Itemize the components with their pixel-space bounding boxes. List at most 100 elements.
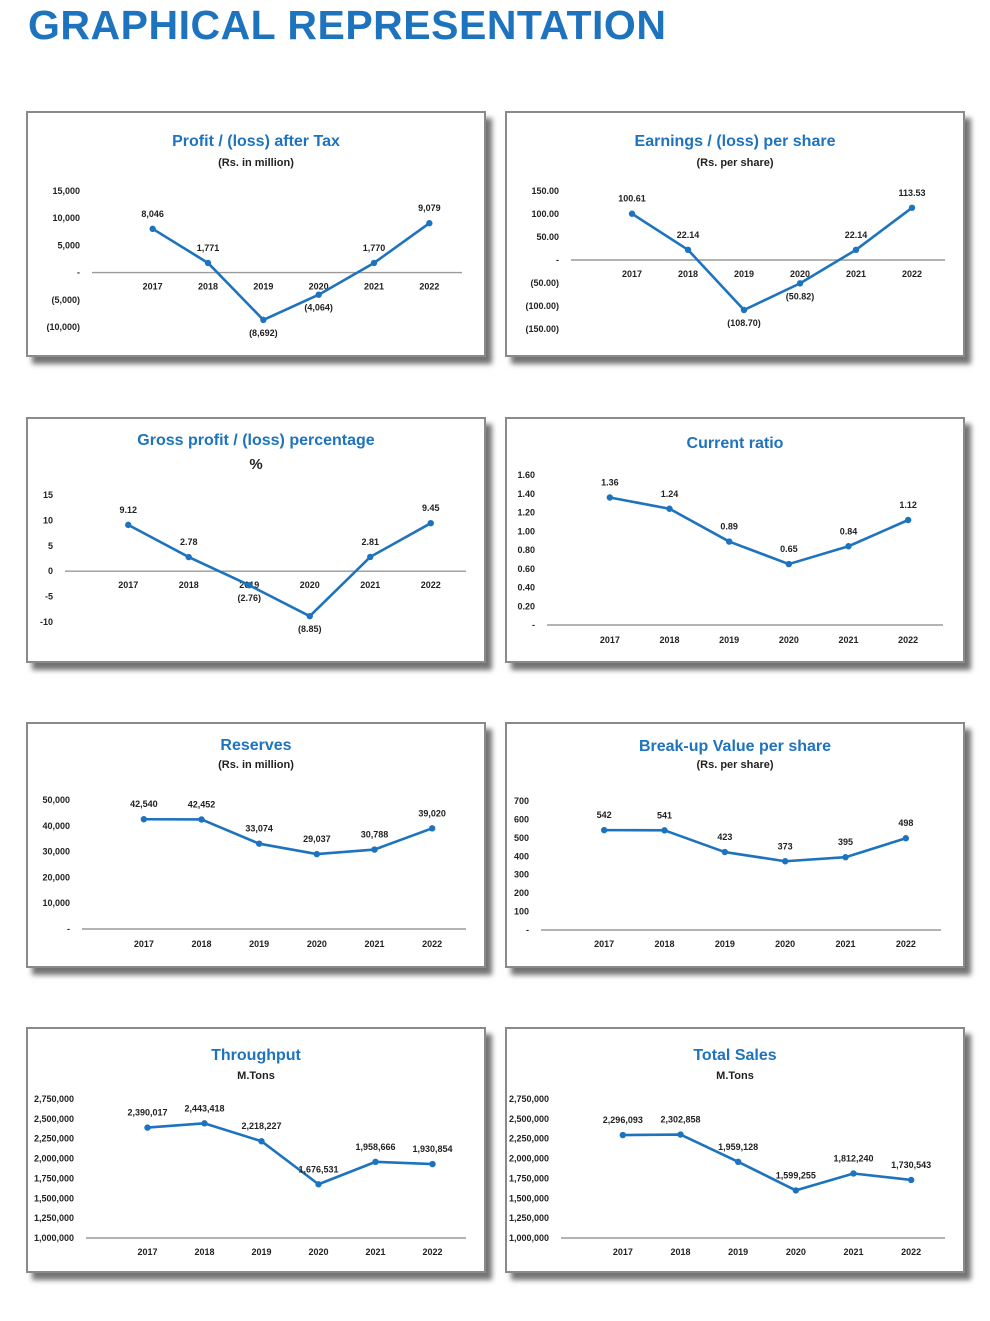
series-line: [622, 1133, 912, 1192]
chart-current-ratio: Current ratio 1.60 1.40 1.20 1.00 0.80 0.60 0.4…: [505, 417, 965, 663]
data-label: 1.24: [661, 489, 679, 499]
y-tick-label: 0.20: [517, 601, 535, 611]
x-tick-label: 2021: [364, 282, 384, 292]
y-tick-label: 15,000: [52, 186, 80, 196]
data-label: 0.84: [840, 526, 858, 536]
chart-subtitle: (Rs. in million): [218, 759, 294, 771]
x-tick-label: 2022: [901, 1247, 921, 1257]
x-tick-label: 2021: [838, 635, 858, 645]
data-label: 8,046: [141, 209, 164, 219]
chart-svg: Throughput M.Tons 2,750,000 2,500,000 2,250,…: [34, 1047, 466, 1257]
data-label: 1,730,543: [891, 1160, 931, 1170]
data-label: 30,788: [361, 830, 389, 840]
data-point: [198, 816, 205, 823]
x-tick-label: 2018: [191, 939, 211, 949]
x-tick-label: 2019: [715, 939, 735, 949]
chart-subtitle: %: [249, 456, 262, 473]
chart-total-sales: Total Sales M.Tons 2,750,000 2,500,000 2,250…: [505, 1027, 965, 1273]
y-tick-label: -: [532, 620, 535, 630]
data-point: [204, 259, 212, 267]
y-tick-label: 2,250,000: [34, 1134, 74, 1144]
chart-subtitle: M.Tons: [237, 1070, 275, 1082]
data-label: 1,812,240: [833, 1153, 873, 1163]
data-point: [125, 521, 132, 529]
x-tick-label: 2021: [360, 580, 380, 590]
y-tick-label: 1.00: [517, 526, 535, 536]
chart-subtitle: M.Tons: [716, 1070, 754, 1082]
data-label: 1.12: [899, 500, 917, 510]
data-label: 9.45: [422, 503, 440, 513]
x-tick-label: 2020: [307, 939, 327, 949]
y-tick-label: (50.00): [530, 278, 559, 288]
y-tick-label: -: [77, 268, 80, 278]
y-tick-label: 700: [514, 796, 529, 806]
y-tick-label: 1.60: [517, 470, 535, 480]
y-tick-label: 1,750,000: [34, 1173, 74, 1183]
data-point: [144, 1124, 151, 1131]
x-tick-label: 2018: [194, 1247, 214, 1257]
data-label: 2.81: [361, 537, 379, 547]
data-point: [781, 858, 789, 865]
y-tick-label: -: [67, 924, 70, 934]
y-tick-label: 1,000,000: [34, 1233, 74, 1243]
y-tick-label: 50.00: [536, 232, 559, 242]
series-line: [147, 1122, 433, 1186]
data-point: [306, 612, 313, 620]
data-point: [902, 835, 910, 842]
y-tick-label: 200: [514, 888, 529, 898]
chart-svg: Reserves (Rs. in million) 50,000 40,000 30,0…: [42, 737, 466, 949]
y-tick-label: 0.60: [517, 564, 535, 574]
data-point: [850, 1170, 857, 1177]
x-tick-label: 2021: [365, 1247, 385, 1257]
y-tick-label: 150.00: [531, 186, 559, 196]
data-label: 1,599,255: [776, 1170, 816, 1180]
chart-profit-after-tax: Profit / (loss) after Tax (Rs. in million…: [26, 111, 486, 357]
chart-gross-profit-percentage: Gross profit / (loss) percentage% 15 10 5 0 -…: [26, 417, 486, 663]
data-point: [852, 246, 860, 254]
x-tick-label: 2021: [843, 1247, 863, 1257]
x-tick-label: 2020: [300, 580, 320, 590]
y-tick-label: 1,250,000: [34, 1213, 74, 1223]
x-tick-label: 2021: [835, 939, 855, 949]
data-point: [684, 246, 692, 254]
data-point: [372, 1158, 379, 1166]
x-tick-label: 2018: [198, 282, 218, 292]
data-label: 0.89: [720, 522, 738, 532]
data-point: [255, 840, 263, 847]
chart-svg: Total Sales M.Tons 2,750,000 2,500,000 2,250…: [509, 1047, 945, 1257]
chart-title: Earnings / (loss) per share: [635, 133, 836, 150]
data-label: 9.12: [119, 505, 137, 515]
data-point: [725, 538, 733, 545]
y-tick-label: 20,000: [42, 872, 70, 882]
chart-subtitle: (Rs. in million): [218, 157, 294, 169]
data-label: (4,064): [304, 303, 333, 313]
data-label: 113.53: [898, 188, 925, 198]
x-tick-label: 2019: [734, 269, 754, 279]
y-tick-label: 30,000: [42, 847, 70, 857]
x-tick-label: 2019: [728, 1247, 748, 1257]
data-point: [140, 816, 148, 823]
data-point: [845, 543, 852, 550]
data-label: (8.85): [298, 624, 322, 634]
data-label: (50.82): [786, 291, 815, 301]
chart-svg: Current ratio 1.60 1.40 1.20 1.00 0.80 0.60 0.4…: [517, 435, 943, 645]
data-label: 2,443,418: [184, 1103, 224, 1113]
y-tick-label: 2,500,000: [509, 1114, 549, 1124]
data-point: [315, 291, 322, 298]
chart-svg: Earnings / (loss) per share (Rs. per shar…: [525, 133, 945, 334]
x-tick-label: 2018: [659, 635, 679, 645]
data-point: [792, 1187, 800, 1194]
y-tick-label: 400: [514, 851, 529, 861]
y-tick-label: 1,750,000: [509, 1173, 549, 1183]
x-tick-label: 2022: [896, 939, 916, 949]
y-tick-label: 1.40: [517, 489, 535, 499]
data-point: [258, 1138, 265, 1145]
data-point: [427, 519, 434, 527]
data-label: 2,390,017: [127, 1108, 167, 1118]
x-tick-label: 2020: [790, 269, 810, 279]
chart-title: Reserves: [220, 737, 291, 754]
data-label: 9,079: [418, 203, 441, 213]
data-label: 33,074: [245, 824, 273, 834]
chart-svg: Gross profit / (loss) percentage% 15 10 5 0 -…: [40, 432, 466, 634]
series-line: [151, 222, 431, 322]
